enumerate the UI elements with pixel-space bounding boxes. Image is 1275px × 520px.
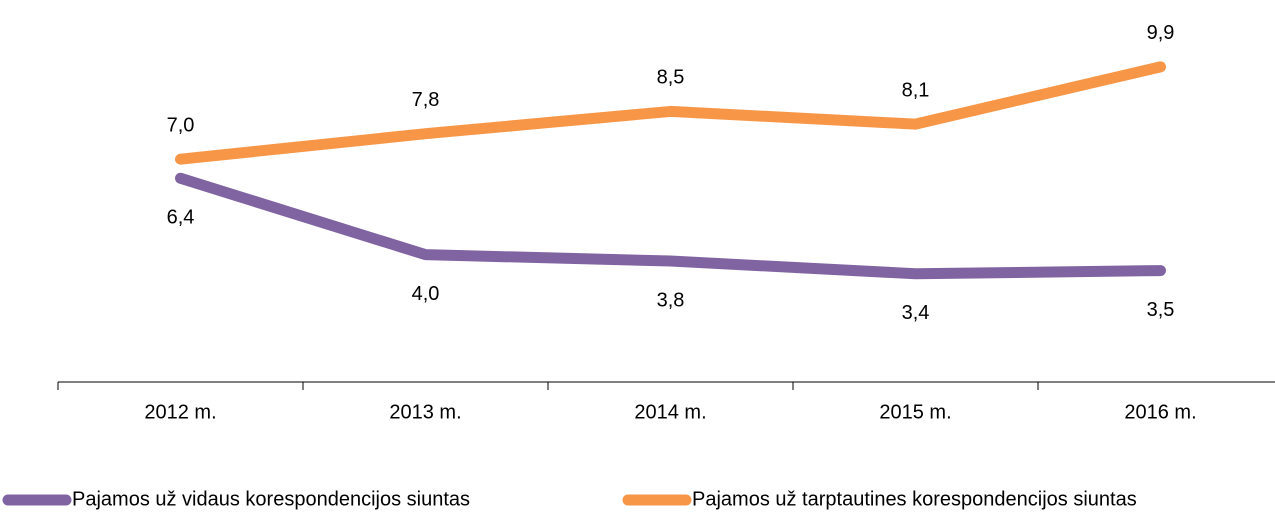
data-label: 7,8 bbox=[412, 89, 440, 111]
legend-label: Pajamos už tarptautines korespondencijos… bbox=[692, 488, 1137, 510]
x-tick-label: 2012 m. bbox=[144, 401, 216, 423]
x-tick-label: 2015 m. bbox=[879, 401, 951, 423]
data-label: 8,5 bbox=[657, 67, 685, 89]
x-tick-label: 2014 m. bbox=[634, 401, 706, 423]
legend-label: Pajamos už vidaus korespondencijos siunt… bbox=[72, 488, 470, 510]
data-label: 4,0 bbox=[412, 283, 440, 305]
x-tick-label: 2016 m. bbox=[1124, 401, 1196, 423]
series-line bbox=[175, 172, 1166, 280]
data-label: 8,1 bbox=[902, 79, 930, 101]
data-label: 3,5 bbox=[1147, 299, 1175, 321]
x-tick-label: 2013 m. bbox=[389, 401, 461, 423]
data-label: 3,8 bbox=[657, 289, 685, 311]
series-line bbox=[175, 61, 1166, 165]
data-label: 3,4 bbox=[902, 302, 930, 324]
data-label: 7,0 bbox=[167, 114, 195, 136]
data-label: 9,9 bbox=[1147, 22, 1175, 44]
data-label: 6,4 bbox=[167, 207, 195, 229]
